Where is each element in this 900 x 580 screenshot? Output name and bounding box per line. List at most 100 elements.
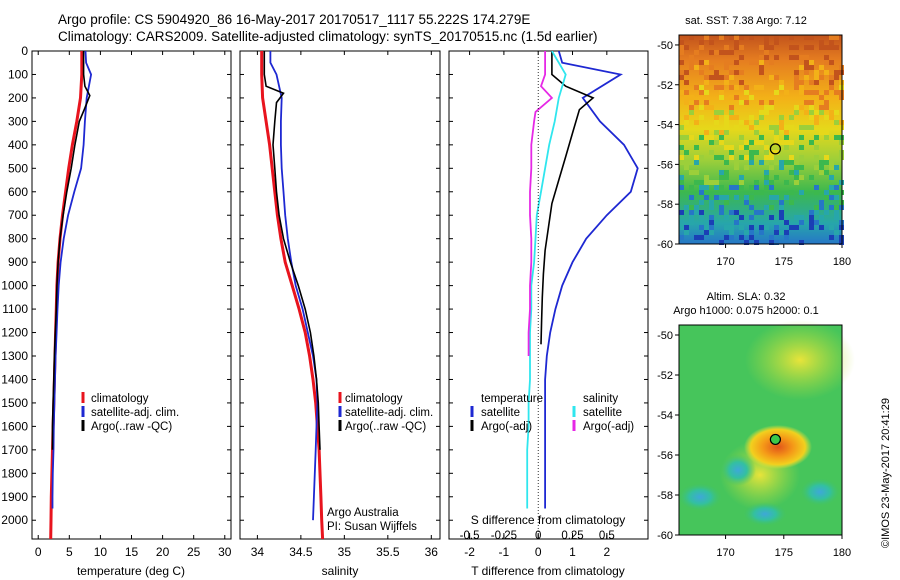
sst-cell bbox=[824, 55, 829, 60]
sst-cell bbox=[819, 75, 824, 80]
sst-cell bbox=[684, 70, 689, 75]
sst-cell bbox=[739, 135, 744, 140]
sst-cell bbox=[794, 175, 799, 180]
y-tick-label: 400 bbox=[8, 138, 28, 152]
sst-cell bbox=[684, 120, 689, 125]
sst-cell bbox=[769, 60, 774, 65]
map-x-tick-label: 180 bbox=[833, 547, 851, 559]
sst-cell bbox=[794, 80, 799, 85]
legend-label-t-argo: Argo(-adj) bbox=[481, 421, 532, 433]
sst-cell bbox=[759, 70, 764, 75]
sst-cell bbox=[749, 235, 754, 240]
sst-cell bbox=[699, 45, 704, 50]
sst-cell bbox=[804, 90, 809, 95]
sst-cell bbox=[689, 105, 694, 110]
sst-cell bbox=[749, 140, 754, 145]
sst-cell bbox=[734, 70, 739, 75]
sst-cell bbox=[799, 155, 804, 160]
y-tick-label: 600 bbox=[8, 185, 28, 199]
sst-cell bbox=[764, 225, 769, 230]
sst-cell bbox=[704, 230, 709, 235]
map-y-tick-label: -58 bbox=[657, 490, 673, 502]
y-tick-label: 1300 bbox=[1, 349, 28, 363]
series-line-satellite bbox=[544, 51, 639, 509]
sst-cell bbox=[699, 235, 704, 240]
s-diff-tick-label: 0.5 bbox=[599, 530, 615, 542]
sst-cell bbox=[809, 220, 814, 225]
s-difference-axis-label: S difference from climatology bbox=[471, 513, 626, 527]
sst-cell bbox=[749, 155, 754, 160]
sst-cell bbox=[729, 225, 734, 230]
sst-cell bbox=[694, 160, 699, 165]
sst-cell bbox=[699, 90, 704, 95]
sst-cell bbox=[714, 180, 719, 185]
sst-cell bbox=[684, 225, 689, 230]
sst-cell bbox=[824, 210, 829, 215]
s-diff-tick-label: 0.25 bbox=[561, 530, 583, 542]
x-tick-label: 34 bbox=[251, 545, 265, 559]
sst-cell bbox=[699, 85, 704, 90]
sst-cell bbox=[759, 160, 764, 165]
sst-cell bbox=[804, 110, 809, 115]
sst-cell bbox=[834, 205, 839, 210]
sst-cell bbox=[709, 200, 714, 205]
sst-cell bbox=[799, 240, 804, 245]
sst-cell bbox=[679, 125, 684, 130]
y-tick-label: 800 bbox=[8, 232, 28, 246]
y-tick-label: 1800 bbox=[1, 466, 28, 480]
sst-cell bbox=[724, 80, 729, 85]
sst-cell bbox=[789, 55, 794, 60]
sst-cell bbox=[774, 175, 779, 180]
sst-cell bbox=[804, 70, 809, 75]
sst-cell bbox=[729, 115, 734, 120]
sst-cell bbox=[769, 205, 774, 210]
sst-cell bbox=[764, 45, 769, 50]
sst-cell bbox=[774, 140, 779, 145]
sst-cell bbox=[809, 110, 814, 115]
sla-anomaly-cold-2 bbox=[678, 483, 722, 511]
sst-cell bbox=[774, 55, 779, 60]
sst-cell bbox=[814, 75, 819, 80]
sst-cell bbox=[714, 185, 719, 190]
sst-cell bbox=[719, 130, 724, 135]
sst-cell bbox=[709, 135, 714, 140]
sst-cell bbox=[814, 155, 819, 160]
sst-cell bbox=[779, 230, 784, 235]
sst-cell bbox=[769, 75, 774, 80]
sst-cell bbox=[794, 225, 799, 230]
sst-cell bbox=[824, 45, 829, 50]
sst-cell bbox=[694, 170, 699, 175]
sst-cell bbox=[794, 105, 799, 110]
sst-cell bbox=[789, 45, 794, 50]
sst-cell bbox=[704, 225, 709, 230]
sst-cell bbox=[729, 210, 734, 215]
legend-label-satellite: satellite-adj. clim. bbox=[345, 407, 433, 419]
sst-cell bbox=[734, 35, 739, 40]
salinity-legend: climatology satellite-adj. clim. Argo(..… bbox=[327, 392, 433, 533]
sst-cell bbox=[754, 210, 759, 215]
sst-cell bbox=[739, 225, 744, 230]
sst-cell bbox=[799, 85, 804, 90]
sst-cell bbox=[829, 165, 834, 170]
legend-label-argo: Argo(..raw -QC) bbox=[91, 421, 172, 433]
sst-cell bbox=[819, 95, 824, 100]
s-diff-tick-label: -0.25 bbox=[491, 530, 517, 542]
x-tick-label: -2 bbox=[464, 545, 475, 559]
sst-cell bbox=[689, 185, 694, 190]
sst-cell bbox=[829, 60, 834, 65]
sst-cell bbox=[689, 60, 694, 65]
sst-cell bbox=[719, 35, 724, 40]
sst-cell bbox=[764, 145, 769, 150]
y-tick-label: 0 bbox=[21, 44, 28, 58]
sst-cell bbox=[789, 35, 794, 40]
x-tick-label: 5 bbox=[66, 545, 73, 559]
legend-label-t-satellite: satellite bbox=[481, 407, 520, 419]
sst-cell bbox=[709, 65, 714, 70]
sst-cell bbox=[824, 115, 829, 120]
sst-cell bbox=[804, 125, 809, 130]
sst-cell bbox=[819, 225, 824, 230]
header-line-1: Argo profile: CS 5904920_86 16-May-2017 … bbox=[58, 12, 531, 27]
sst-cell bbox=[699, 190, 704, 195]
sst-cell bbox=[679, 90, 684, 95]
sst-cell bbox=[754, 60, 759, 65]
